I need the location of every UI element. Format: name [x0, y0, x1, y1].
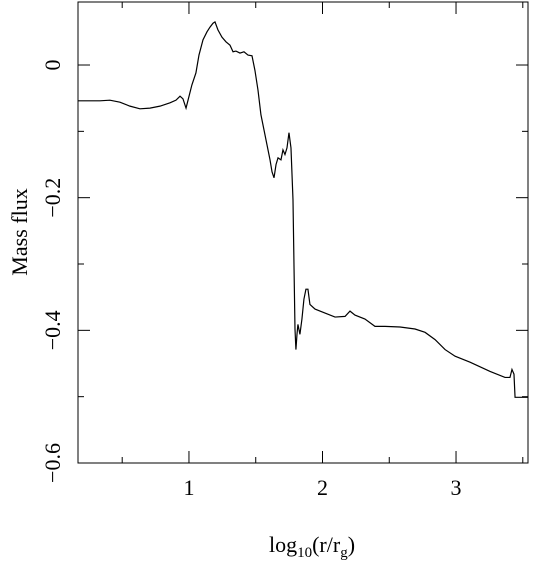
x-axis-label-part: (r/r	[312, 532, 341, 557]
x-axis-label-part: log	[269, 532, 297, 557]
data-line	[78, 20, 528, 398]
x-axis-label-part: )	[348, 532, 355, 557]
x-axis-label: log10(r/rg)	[269, 532, 355, 561]
y-axis-label: Mass flux	[7, 188, 32, 275]
x-tick-label: 3	[451, 475, 462, 500]
y-tick-label: −0.4	[40, 310, 65, 350]
x-tick-label: 1	[183, 475, 194, 500]
x-axis-label-part: g	[340, 545, 348, 561]
plot-frame	[77, 1, 529, 464]
x-axis-label-part: 10	[297, 545, 312, 561]
y-tick-label: 0	[40, 60, 65, 71]
x-tick-label: 2	[317, 475, 328, 500]
y-tick-label: −0.2	[40, 178, 65, 218]
y-tick-label: −0.6	[40, 443, 65, 483]
